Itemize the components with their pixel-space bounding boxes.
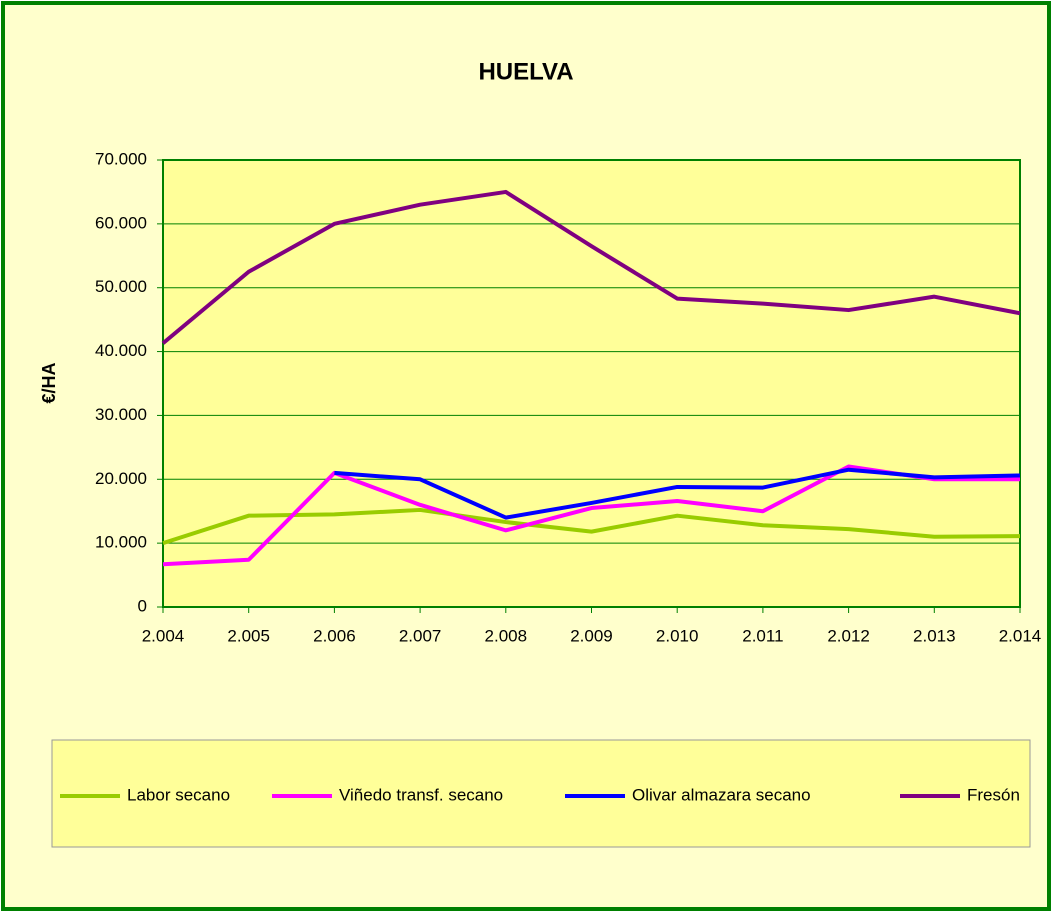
legend-label: Olivar almazara secano: [632, 785, 811, 804]
x-tick-label: 2.004: [142, 626, 185, 645]
x-tick-label: 2.013: [913, 626, 956, 645]
legend-label: Labor secano: [127, 785, 230, 804]
legend-label: Viñedo transf. secano: [339, 785, 503, 804]
x-tick-label: 2.006: [313, 626, 356, 645]
y-tick-label: 10.000: [95, 533, 147, 552]
y-tick-label: 30.000: [95, 405, 147, 424]
y-tick-label: 40.000: [95, 341, 147, 360]
y-tick-label: 0: [138, 596, 147, 615]
x-tick-label: 2.009: [570, 626, 613, 645]
series-line: [162, 507, 1021, 546]
x-tick-label: 2.011: [742, 626, 783, 645]
chart-title: HUELVA: [478, 58, 573, 85]
x-tick-label: 2.010: [656, 626, 699, 645]
y-tick-label: 70.000: [95, 149, 147, 168]
legend: [51, 739, 1031, 848]
y-tick-label: 60.000: [95, 213, 147, 232]
y-tick-label: 20.000: [95, 469, 147, 488]
series-line: [334, 467, 1021, 520]
y-axis-label: €/HA: [39, 362, 59, 403]
x-tick-label: 2.007: [399, 626, 442, 645]
x-tick-label: 2.005: [227, 626, 270, 645]
x-tick-label: 2.012: [827, 626, 870, 645]
x-tick-label: 2.008: [485, 626, 528, 645]
x-tick-label: 2.014: [999, 626, 1042, 645]
series-line: [161, 189, 1021, 345]
y-tick-label: 50.000: [95, 277, 147, 296]
legend-label: Fresón: [967, 785, 1020, 804]
plot-area: [162, 159, 1021, 608]
